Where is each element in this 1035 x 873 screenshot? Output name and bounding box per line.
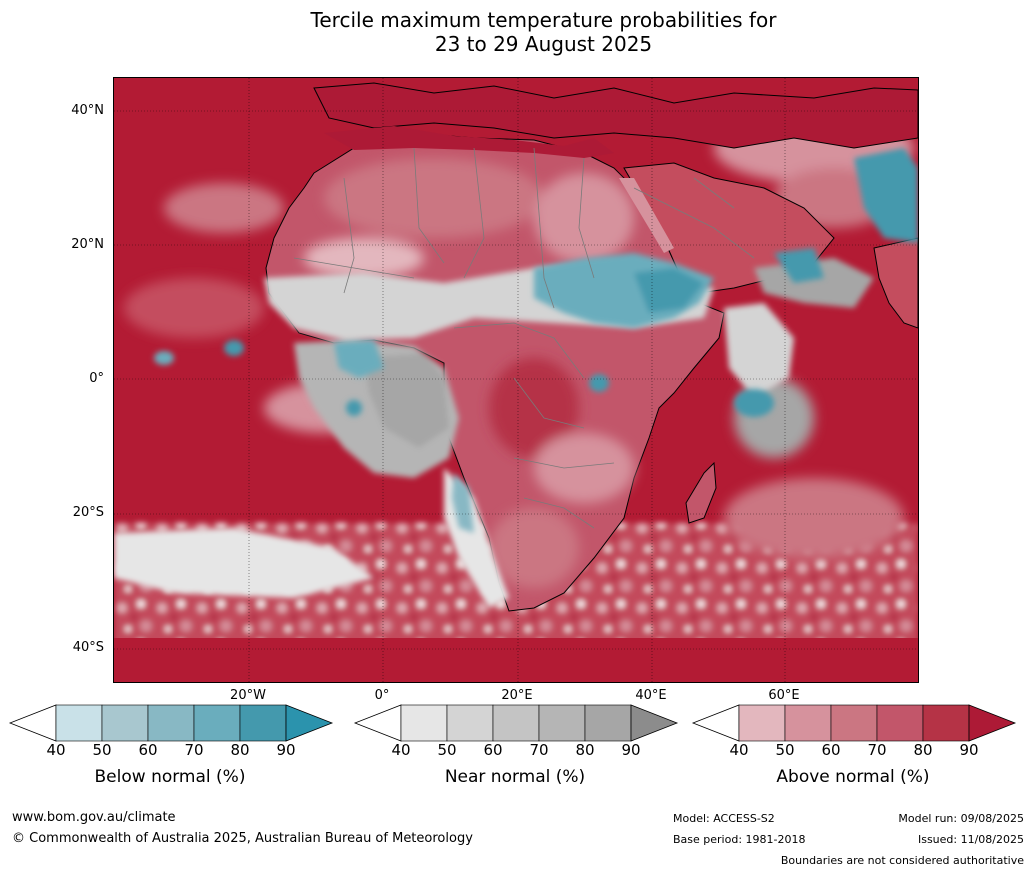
lon-label-20e: 20°E (501, 688, 533, 703)
model-name: Model: ACCESS-S2 (673, 812, 775, 825)
issued-date: Issued: 11/08/2025 (917, 833, 1024, 846)
lon-label-20w: 20°W (230, 688, 266, 703)
tick: 70 (867, 741, 887, 759)
lon-label-40e: 40°E (635, 688, 667, 703)
tick: 50 (92, 741, 112, 759)
tick: 80 (230, 741, 250, 759)
colorbar-below-normal (8, 704, 334, 742)
lat-label-20n: 20°N (71, 237, 104, 252)
tick: 90 (959, 741, 979, 759)
colorbar-ticks-above: 40 50 60 70 80 90 (693, 741, 1015, 761)
legend-label-near-normal: Near normal (%) (444, 767, 586, 787)
tick: 90 (621, 741, 641, 759)
lon-label-0: 0° (374, 688, 390, 703)
lat-label-40s: 40°S (72, 640, 104, 655)
tick: 50 (437, 741, 457, 759)
legend-label-above-normal: Above normal (%) (776, 767, 930, 787)
website-link[interactable]: www.bom.gov.au/climate (12, 810, 176, 825)
legend-label-below-normal: Below normal (%) (94, 767, 246, 787)
boundaries-disclaimer: Boundaries are not considered authoritat… (780, 854, 1024, 867)
base-period: Base period: 1981-2018 (673, 833, 806, 846)
country-borders (293, 147, 755, 529)
model-run-date: Model run: 09/08/2025 (898, 812, 1024, 825)
tick: 80 (575, 741, 595, 759)
tick: 60 (821, 741, 841, 759)
probability-map (113, 77, 919, 683)
tick: 60 (138, 741, 158, 759)
legend-below-normal: 40 50 60 70 80 90 (8, 704, 334, 761)
tick: 40 (46, 741, 66, 759)
title-line-1: Tercile maximum temperature probabilitie… (310, 8, 777, 32)
map-canvas (114, 78, 918, 682)
colorbar-above-normal (691, 704, 1017, 742)
tick: 70 (529, 741, 549, 759)
colorbar-near-normal (353, 704, 679, 742)
colorbar-ticks-near: 40 50 60 70 80 90 (355, 741, 677, 761)
copyright-text: © Commonwealth of Australia 2025, Austra… (12, 831, 473, 846)
lat-label-20s: 20°S (72, 505, 104, 520)
colorbar-ticks-below: 40 50 60 70 80 90 (10, 741, 332, 761)
legend-above-normal: 40 50 60 70 80 90 (691, 704, 1017, 761)
lon-label-60e: 60°E (768, 688, 800, 703)
tick: 40 (729, 741, 749, 759)
map-gridlines (114, 78, 918, 682)
map-title: Tercile maximum temperature probabilitie… (0, 8, 1035, 56)
title-line-2: 23 to 29 August 2025 (434, 32, 653, 56)
tick: 70 (184, 741, 204, 759)
lat-label-40n: 40°N (71, 103, 104, 118)
tick: 90 (276, 741, 296, 759)
tick: 60 (483, 741, 503, 759)
tick: 50 (775, 741, 795, 759)
tick: 80 (913, 741, 933, 759)
tick: 40 (391, 741, 411, 759)
lat-label-equator: 0° (89, 371, 104, 386)
legend-near-normal: 40 50 60 70 80 90 (353, 704, 679, 761)
